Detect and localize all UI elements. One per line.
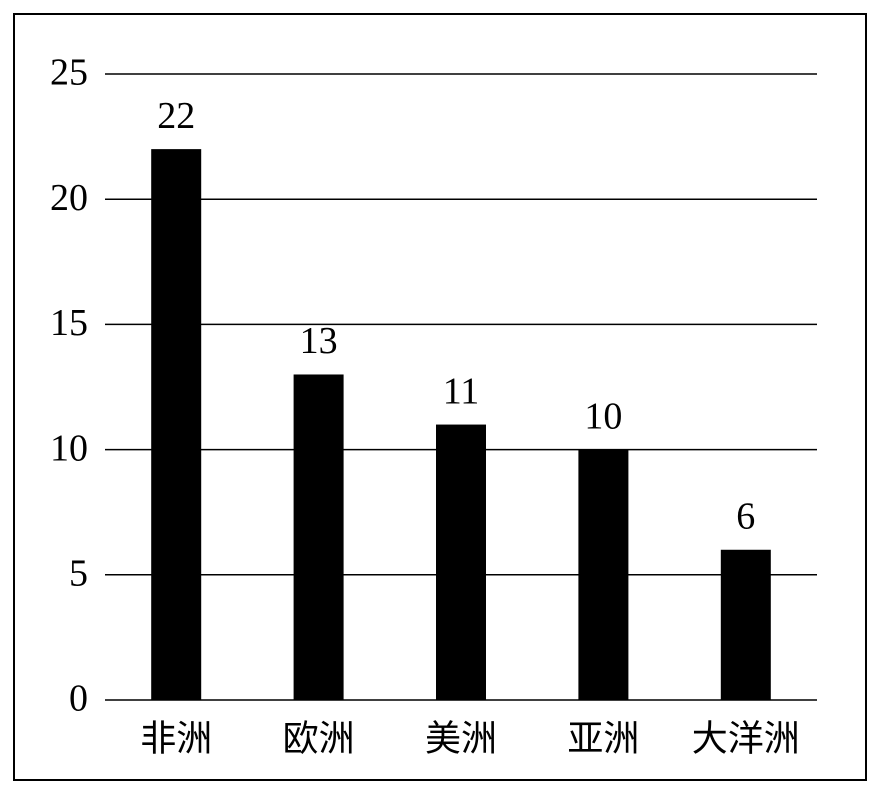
- y-tick-label: 10: [50, 427, 88, 469]
- value-label: 10: [584, 395, 622, 437]
- value-label: 11: [443, 370, 480, 412]
- x-tick-label: 亚洲: [567, 718, 639, 758]
- chart-border: [13, 13, 867, 781]
- x-tick-label: 美洲: [425, 718, 497, 758]
- y-tick-label: 25: [50, 52, 88, 94]
- bar: [293, 374, 344, 700]
- x-tick-label: 欧洲: [283, 718, 355, 758]
- value-label: 13: [300, 320, 338, 362]
- y-tick-label: 5: [69, 553, 88, 595]
- y-tick-label: 20: [50, 177, 88, 219]
- y-tick-label: 15: [50, 302, 88, 344]
- y-tick-label: 0: [69, 678, 88, 720]
- value-label: 6: [736, 495, 755, 537]
- x-tick-label: 大洋洲: [692, 718, 800, 758]
- value-label: 22: [157, 95, 195, 137]
- bar: [578, 449, 629, 700]
- x-tick-label: 非洲: [140, 718, 212, 758]
- bar: [436, 424, 486, 700]
- bar: [720, 549, 771, 700]
- bar: [151, 149, 202, 700]
